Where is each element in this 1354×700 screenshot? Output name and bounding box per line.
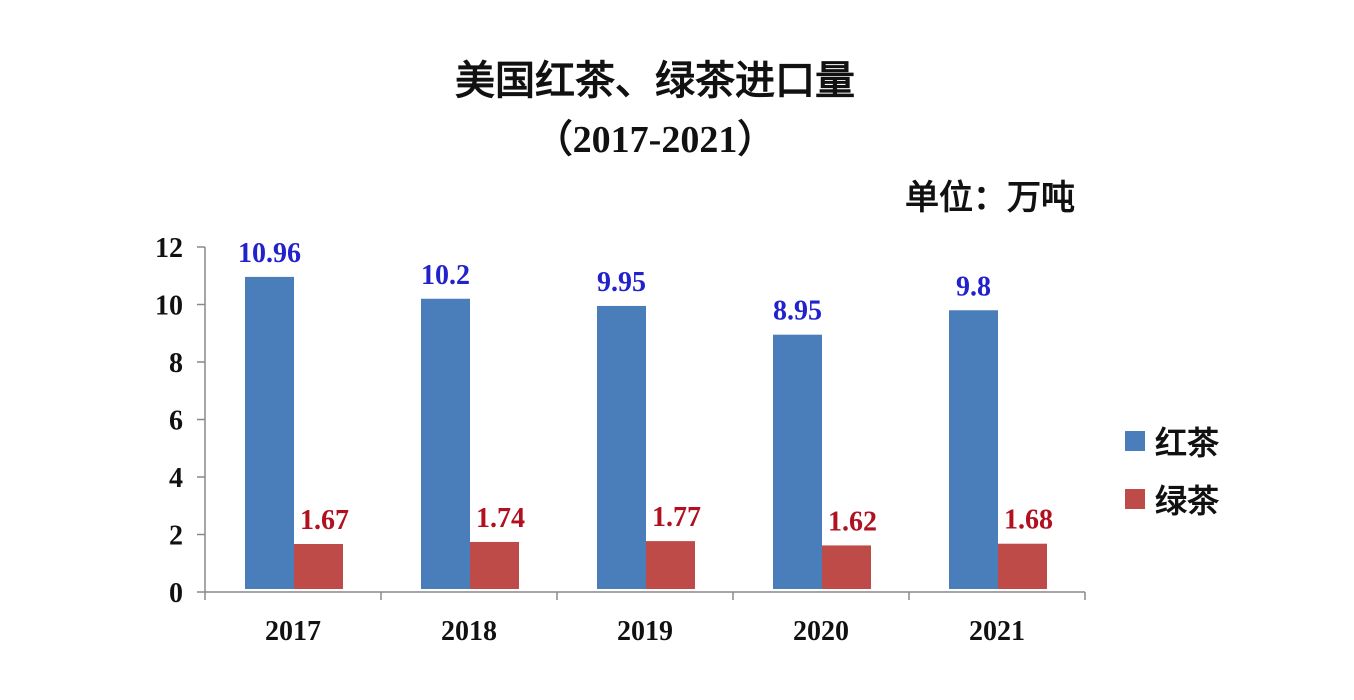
y-tick-label: 12 [155,233,183,264]
bar-black-tea-2017 [245,276,294,589]
bar-black-tea-2021 [949,310,998,589]
y-tick-label: 10 [155,291,183,322]
bar-black-tea-2018 [421,298,470,589]
y-tick-label: 6 [169,406,183,437]
bar-green-tea-2021 [998,543,1047,589]
y-tick-label: 8 [169,348,183,379]
data-label: 1.68 [1004,505,1053,536]
y-tick-label: 2 [169,521,183,552]
x-tick-label: 2018 [441,616,497,647]
data-label: 8.95 [773,296,822,327]
unit-label: 单位：万吨 [905,180,1075,217]
data-label: 1.62 [828,506,877,537]
bar-green-tea-2020 [822,545,871,589]
legend-label: 红茶 [1155,425,1220,461]
data-label: 9.8 [956,271,991,302]
chart-title: 美国红茶、绿茶进口量 [455,58,855,103]
data-label: 10.2 [421,260,470,291]
legend-swatch-black-tea [1125,431,1145,451]
x-tick-label: 2017 [265,616,321,647]
bar-green-tea-2017 [294,543,343,589]
x-tick-label: 2021 [969,616,1025,647]
bar-black-tea-2019 [597,305,646,589]
data-label: 9.95 [597,267,646,298]
bar-green-tea-2019 [646,541,695,589]
y-tick-label: 0 [169,578,183,609]
data-label: 1.77 [652,502,701,533]
legend-swatch-green-tea [1125,489,1145,509]
y-tick-label: 4 [169,463,183,494]
x-tick-label: 2020 [793,616,849,647]
data-label: 1.67 [300,505,349,536]
legend-item-black-tea: 红茶 [1125,418,1219,464]
data-label: 1.74 [476,503,525,534]
bar-black-tea-2020 [773,334,822,589]
legend-label: 绿茶 [1155,483,1220,519]
legend-item-green-tea: 绿茶 [1125,476,1219,522]
data-label: 10.96 [238,238,301,269]
x-tick-label: 2019 [617,616,673,647]
bar-green-tea-2018 [470,541,519,589]
chart-subtitle: （2017-2021） [534,119,776,161]
